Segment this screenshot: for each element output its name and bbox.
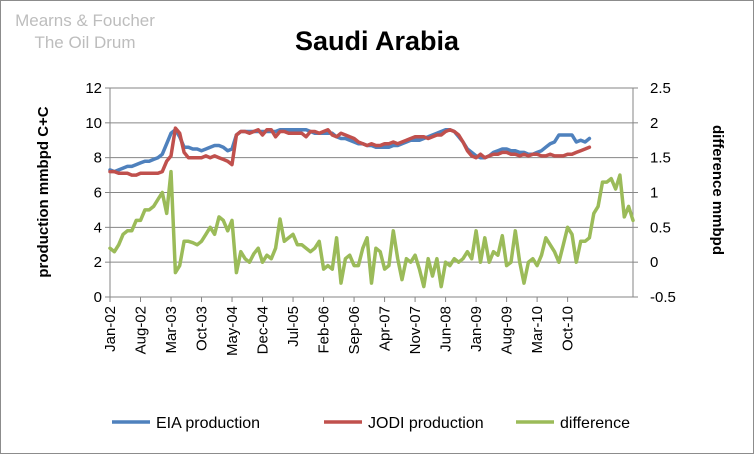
x-tick-label: May-04 — [224, 306, 241, 356]
x-tick-label: Jul-05 — [285, 306, 302, 347]
series-line-jodi-production — [108, 126, 592, 177]
x-tick-label: Apr-07 — [377, 306, 394, 351]
x-tick-label: Feb-06 — [316, 306, 333, 354]
x-tick-label: Dec-04 — [255, 306, 272, 354]
right-tick-label: 2 — [650, 115, 658, 132]
left-tick-label: 2 — [94, 254, 102, 271]
x-tick-label: Jan-02 — [102, 306, 119, 352]
right-axis-title: difference mmbpd — [709, 125, 726, 255]
watermark: Mearns & Foucher The Oil Drum — [10, 10, 160, 54]
right-tick-label: 1.5 — [650, 150, 671, 167]
axes — [105, 87, 638, 302]
watermark-line-site: The Oil Drum — [34, 33, 136, 52]
x-tick-label: Mar-03 — [163, 306, 180, 354]
x-tick-label: Jan-09 — [468, 306, 485, 352]
left-axis-title: production mmbpd C+C — [35, 106, 52, 277]
right-tick-label: 0.5 — [650, 219, 671, 236]
x-axis-ticks: Jan-02 Aug-02 Mar-03 Oct-03 May-04 Dec-04 Jul-… — [102, 306, 577, 356]
left-tick-label: 10 — [85, 115, 102, 132]
series-line-difference — [108, 169, 635, 289]
left-axis-ticks: 0 2 4 6 8 10 12 — [85, 80, 102, 306]
chart-title: Saudi Arabia — [294, 26, 460, 56]
right-tick-label: 1 — [650, 185, 658, 202]
legend: EIA production JODI production difference — [112, 415, 630, 432]
left-tick-label: 6 — [94, 185, 102, 202]
watermark-line-authors: Mearns & Foucher — [15, 11, 155, 30]
x-tick-label: Oct-10 — [560, 306, 577, 351]
x-tick-label: Sep-06 — [346, 306, 363, 354]
right-tick-label: 2.5 — [650, 80, 671, 97]
left-tick-label: 8 — [94, 150, 102, 167]
right-tick-label: -0.5 — [650, 289, 676, 306]
left-tick-label: 12 — [85, 80, 102, 97]
legend-label: difference — [560, 415, 630, 432]
x-tick-label: Aug-09 — [499, 306, 516, 354]
gridlines — [110, 87, 633, 263]
right-tick-label: 0 — [650, 254, 658, 271]
x-tick-label: Mar-10 — [529, 306, 546, 354]
left-tick-label: 0 — [94, 289, 102, 306]
legend-label: EIA production — [156, 415, 260, 432]
legend-label: JODI production — [368, 415, 484, 432]
left-tick-label: 4 — [94, 219, 102, 236]
x-tick-label: Oct-03 — [194, 306, 211, 351]
x-tick-label: Aug-02 — [133, 306, 150, 354]
series-lines — [108, 126, 635, 289]
series-line-eia-production — [108, 128, 592, 174]
x-tick-label: Jun-08 — [438, 306, 455, 352]
x-tick-label: Nov-07 — [407, 306, 424, 354]
right-axis-ticks: -0.5 0 0.5 1 1.5 2 2.5 — [650, 80, 676, 306]
